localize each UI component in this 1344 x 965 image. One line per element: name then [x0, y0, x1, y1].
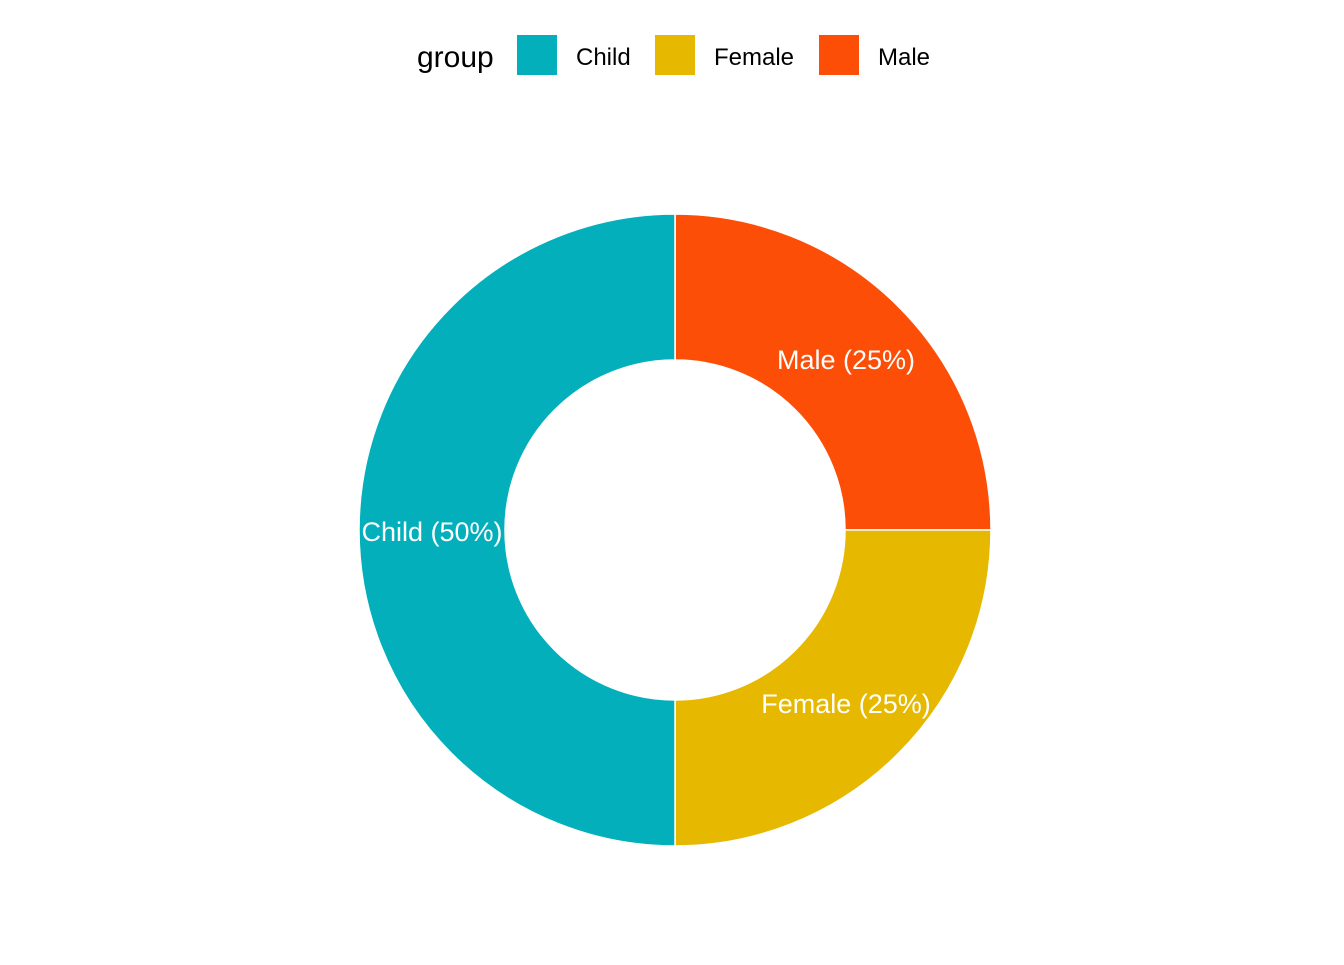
- legend: group Child Female Male: [417, 35, 930, 75]
- slice-label-male: Male (25%): [777, 345, 915, 375]
- legend-label-female: Female: [714, 44, 794, 71]
- slice-child: [358, 213, 676, 847]
- legend-title: group: [417, 41, 494, 74]
- legend-key-male: [819, 35, 859, 75]
- slice-female: [674, 529, 992, 847]
- donut-slices: [358, 213, 992, 847]
- legend-label-child: Child: [576, 44, 631, 71]
- slice-label-child: Child (50%): [361, 517, 502, 547]
- legend-key-female: [655, 35, 695, 75]
- slice-label-female: Female (25%): [761, 689, 931, 719]
- legend-label-male: Male: [878, 44, 930, 71]
- slice-labels: Male (25%) Female (25%) Child (50%): [361, 345, 930, 719]
- slice-male: [674, 213, 992, 531]
- legend-key-child: [517, 35, 557, 75]
